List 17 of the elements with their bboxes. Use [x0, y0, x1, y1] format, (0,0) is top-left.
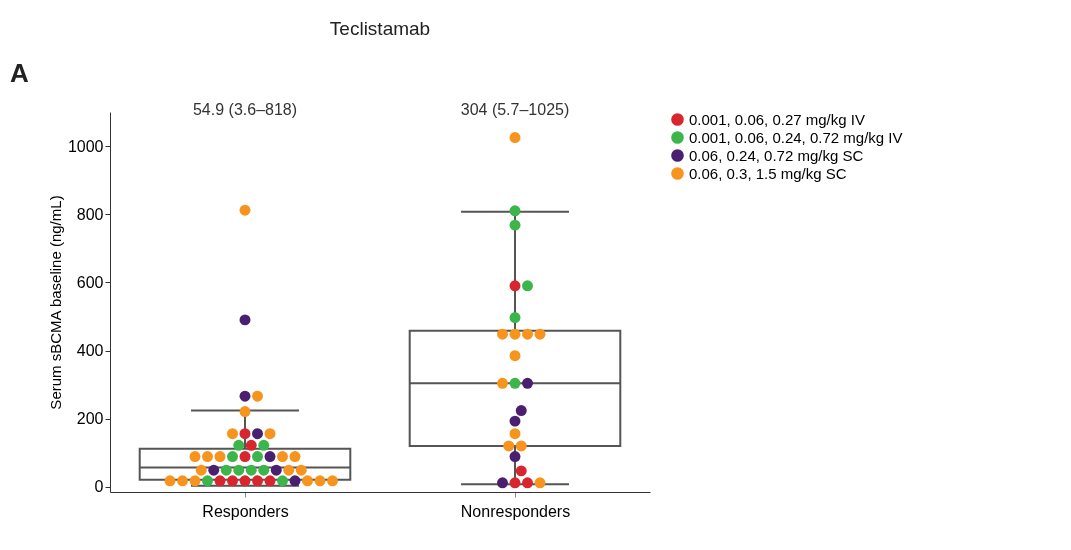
- y-tick-label: 800: [76, 205, 104, 223]
- y-tick-label: 0: [94, 478, 104, 496]
- legend-label: 0.001, 0.06, 0.27 mg/kg IV: [689, 110, 865, 128]
- chart-title: Teclistamab: [329, 18, 431, 39]
- annotation: 54.9 (3.6–818): [192, 101, 298, 118]
- y-tick-label: 400: [76, 342, 104, 360]
- y-tick-label: 200: [76, 410, 104, 428]
- annotation: 304 (5.7–1025): [460, 101, 570, 118]
- text: A: [10, 58, 29, 88]
- x-tick-label: Responders: [202, 502, 289, 520]
- y-axis-title: Serum sBCMA baseline (ng/mL): [46, 195, 64, 410]
- x-tick-label: Nonresponders: [460, 502, 571, 520]
- y-tick-label: 1000: [67, 137, 104, 155]
- y-tick-label: 600: [76, 273, 104, 291]
- legend-label: 0.06, 0.24, 0.72 mg/kg SC: [689, 146, 864, 164]
- legend-label: 0.001, 0.06, 0.24, 0.72 mg/kg IV: [689, 128, 903, 146]
- legend-label: 0.06, 0.3, 1.5 mg/kg SC: [689, 164, 847, 182]
